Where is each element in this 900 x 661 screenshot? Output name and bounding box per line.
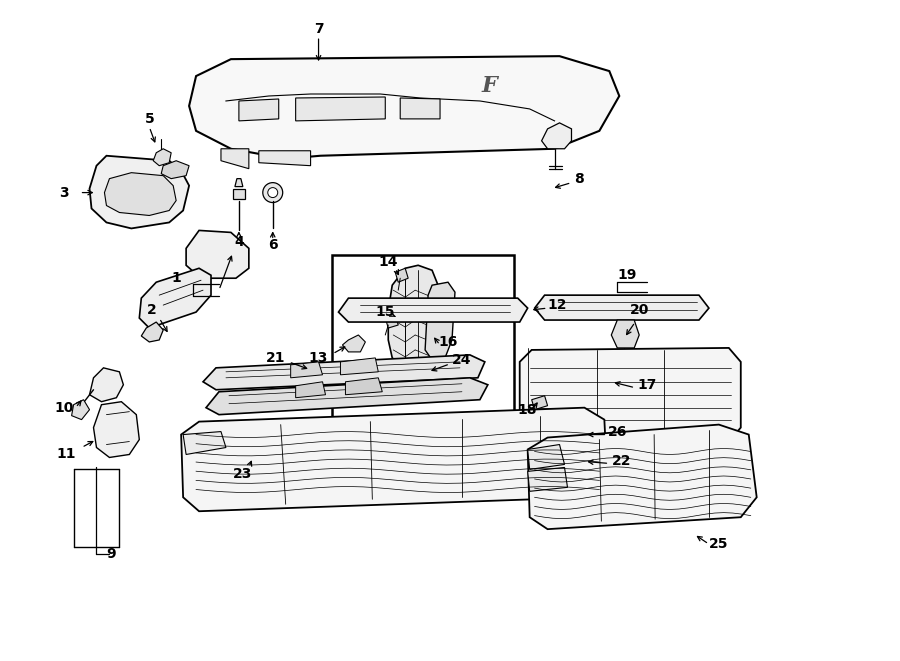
Text: 5: 5: [144, 112, 154, 126]
Polygon shape: [532, 396, 547, 410]
Text: 14: 14: [379, 255, 398, 269]
Polygon shape: [343, 335, 365, 352]
Circle shape: [263, 182, 283, 202]
Text: 6: 6: [268, 239, 277, 253]
Polygon shape: [527, 444, 564, 469]
Polygon shape: [206, 378, 488, 414]
Text: 19: 19: [617, 268, 637, 282]
Polygon shape: [203, 355, 485, 390]
Text: 24: 24: [452, 353, 472, 367]
Polygon shape: [221, 149, 248, 169]
Polygon shape: [104, 173, 176, 215]
Polygon shape: [400, 98, 440, 119]
Polygon shape: [291, 362, 322, 378]
Text: 25: 25: [709, 537, 729, 551]
Text: 7: 7: [314, 22, 323, 36]
Text: 20: 20: [629, 303, 649, 317]
Polygon shape: [233, 188, 245, 198]
Text: 9: 9: [106, 547, 116, 561]
Text: 11: 11: [57, 447, 76, 461]
Polygon shape: [72, 400, 89, 420]
Text: 8: 8: [574, 172, 584, 186]
Polygon shape: [346, 378, 382, 395]
Polygon shape: [259, 151, 310, 166]
Polygon shape: [186, 231, 248, 278]
Polygon shape: [89, 368, 123, 402]
Text: 16: 16: [438, 335, 458, 349]
Circle shape: [482, 113, 494, 125]
Text: 10: 10: [54, 401, 73, 414]
Polygon shape: [183, 432, 226, 455]
Text: 17: 17: [637, 378, 657, 392]
Polygon shape: [395, 268, 409, 282]
Polygon shape: [388, 265, 440, 368]
Text: 1: 1: [171, 271, 181, 285]
Polygon shape: [527, 467, 568, 491]
Polygon shape: [527, 424, 757, 529]
Text: 4: 4: [234, 235, 244, 249]
Polygon shape: [238, 99, 279, 121]
Text: 3: 3: [58, 186, 68, 200]
Text: 23: 23: [233, 467, 253, 481]
Polygon shape: [542, 123, 572, 149]
Polygon shape: [535, 295, 709, 320]
Circle shape: [476, 107, 500, 131]
Polygon shape: [189, 56, 619, 159]
Polygon shape: [153, 149, 171, 166]
Polygon shape: [338, 298, 527, 322]
Polygon shape: [140, 268, 211, 328]
Polygon shape: [89, 156, 189, 229]
Polygon shape: [296, 97, 385, 121]
Polygon shape: [611, 320, 639, 348]
Text: 12: 12: [548, 298, 567, 312]
Polygon shape: [94, 402, 140, 457]
Polygon shape: [181, 408, 608, 511]
Bar: [332, 255, 514, 430]
Polygon shape: [235, 178, 243, 186]
Circle shape: [268, 188, 278, 198]
Text: 13: 13: [309, 351, 328, 365]
Polygon shape: [519, 348, 741, 442]
Polygon shape: [161, 161, 189, 178]
Polygon shape: [141, 322, 163, 342]
Polygon shape: [340, 358, 378, 375]
Text: 18: 18: [518, 403, 537, 416]
Text: 15: 15: [375, 305, 395, 319]
Text: F: F: [482, 75, 498, 97]
Text: 26: 26: [608, 424, 627, 438]
Text: 21: 21: [266, 351, 285, 365]
Text: 22: 22: [611, 455, 631, 469]
Text: 2: 2: [147, 303, 156, 317]
Polygon shape: [425, 282, 455, 360]
Polygon shape: [296, 382, 326, 398]
Polygon shape: [385, 315, 398, 328]
